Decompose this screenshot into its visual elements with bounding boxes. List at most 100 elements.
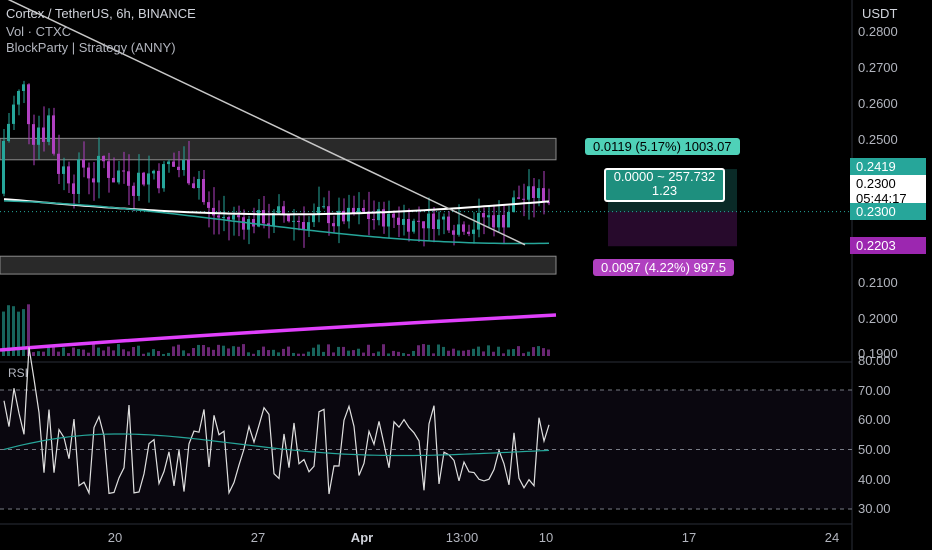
volume-bar	[447, 350, 450, 356]
volume-bar	[17, 311, 20, 356]
candle-body	[117, 170, 120, 183]
volume-bar	[72, 347, 75, 356]
price-tick: 0.2500	[858, 132, 898, 147]
candle-body	[277, 206, 280, 213]
volume-bar	[257, 350, 260, 356]
candle-body	[367, 211, 370, 220]
candle-body	[262, 210, 265, 224]
candle-body	[437, 219, 440, 230]
volume-bar	[432, 353, 435, 356]
volume-bar	[287, 346, 290, 356]
volume-bar	[442, 346, 445, 356]
candle-body	[447, 216, 450, 231]
position-center-line1: 0.0000 ~ 257.732	[613, 169, 716, 184]
position-center-label[interactable]: 0.0000 ~ 257.732 1.23	[604, 168, 725, 202]
candle-body	[187, 159, 190, 184]
volume-bar	[477, 346, 480, 356]
volume-bar	[107, 346, 110, 356]
volume-bar	[222, 345, 225, 356]
candle-body	[372, 219, 375, 221]
price-tick: 0.1900	[858, 346, 898, 361]
volume-bar	[452, 348, 455, 356]
volume-bar	[482, 351, 485, 356]
candle-body	[347, 207, 350, 222]
volume-bar	[337, 346, 340, 356]
volume-bar	[527, 351, 530, 356]
candle-body	[547, 202, 550, 204]
zone-0	[0, 137, 557, 161]
candle-body	[452, 230, 455, 235]
candle-body	[12, 104, 15, 124]
volume-bar	[42, 351, 45, 356]
volume-bar	[62, 347, 65, 356]
candle-body	[472, 229, 475, 234]
volume-bar	[7, 305, 10, 356]
volume-bar	[422, 344, 425, 356]
candle-body	[237, 215, 240, 218]
volume-bar	[252, 353, 255, 356]
volume-bar	[297, 353, 300, 356]
volume-bar	[97, 347, 100, 356]
candle-body	[82, 159, 85, 168]
rsi-ma-line	[3, 433, 550, 457]
candle-body	[7, 123, 10, 141]
current-price-tag: 0.2300 05:44:17	[850, 175, 926, 207]
candle-body	[542, 188, 545, 203]
rsi-label: RSI	[8, 366, 29, 380]
volume-bar	[267, 350, 270, 356]
volume-bar	[472, 348, 475, 356]
candle-body	[2, 140, 5, 194]
volume-bar	[237, 346, 240, 356]
position-center-line2: 1.23	[651, 183, 678, 198]
candle-body	[267, 223, 270, 226]
volume-bar	[362, 352, 365, 356]
volume-bar	[352, 350, 355, 356]
volume-bar	[132, 347, 135, 356]
price-tick: 0.2600	[858, 96, 898, 111]
volume-bar	[427, 344, 430, 356]
candle-body	[167, 161, 170, 165]
volume-bar	[457, 350, 460, 356]
candle-body	[402, 218, 405, 225]
volume-bar	[227, 348, 230, 356]
target-price-tag: 0.2419	[850, 158, 926, 175]
candle-body	[422, 221, 425, 229]
candle-body	[297, 220, 300, 223]
volume-bar	[192, 347, 195, 356]
volume-bar	[52, 344, 55, 356]
candle-body	[192, 183, 195, 189]
candle-body	[282, 206, 285, 215]
volume-legend: Vol · CTXC	[6, 24, 72, 39]
rsi-line	[3, 347, 550, 496]
candle-body	[477, 213, 480, 230]
volume-bar	[377, 351, 380, 356]
candle-body	[142, 172, 145, 185]
candle-body	[362, 208, 365, 212]
stop-label: 0.0097 (4.22%) 997.5	[593, 259, 735, 276]
candle-body	[127, 171, 130, 186]
candle-body	[102, 155, 105, 162]
volume-bar	[12, 306, 15, 356]
stop-price-tag: 0.2203	[850, 237, 926, 254]
volume-bar	[322, 351, 325, 356]
volume-bar	[502, 353, 505, 356]
rsi-tick: 50.00	[858, 442, 891, 457]
candle-body	[377, 209, 380, 221]
current-line-tag: 0.2300	[850, 203, 926, 220]
strategy-line	[0, 313, 557, 352]
candle-body	[532, 186, 535, 198]
x-tick: 24	[824, 530, 840, 545]
volume-bar	[367, 344, 370, 356]
candle-body	[67, 166, 70, 184]
candle-body	[27, 84, 30, 125]
candle-body	[177, 166, 180, 171]
volume-bar	[112, 350, 115, 356]
volume-bar	[517, 346, 520, 356]
x-tick: Apr	[350, 530, 374, 545]
candle-body	[517, 197, 520, 199]
volume-bar	[207, 347, 210, 356]
price-tick: 0.2800	[858, 24, 898, 39]
candle-body	[122, 170, 125, 172]
candle-body	[527, 186, 530, 200]
